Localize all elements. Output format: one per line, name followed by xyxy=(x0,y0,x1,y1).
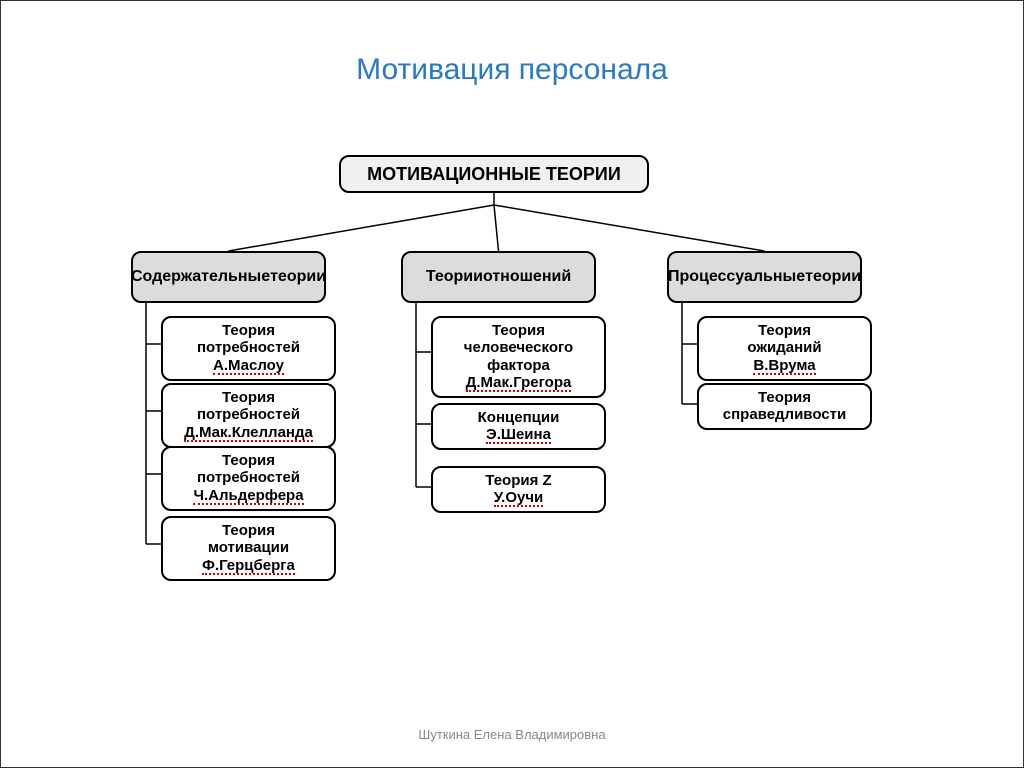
leaf-node: ТеорияпотребностейЧ.Альдерфера xyxy=(161,446,336,511)
root-node: МОТИВАЦИОННЫЕ ТЕОРИИ xyxy=(339,155,649,193)
leaf-node: Теория ZУ.Оучи xyxy=(431,466,606,513)
category-node: Содержательныетеории xyxy=(131,251,326,303)
slide-title: Мотивация персонала xyxy=(1,53,1023,87)
leaf-node: ТеориямотивацииФ.Герцберга xyxy=(161,516,336,581)
leaf-node: КонцепцииЭ.Шеина xyxy=(431,403,606,450)
leaf-node: ТеорияпотребностейД.Мак.Клелланда xyxy=(161,383,336,448)
category-node: Процессуальныетеории xyxy=(667,251,862,303)
category-node: Теорииотношений xyxy=(401,251,596,303)
footer-author: Шуткина Елена Владимировна xyxy=(1,727,1023,742)
leaf-node: ТеориячеловеческогофактораД.Мак.Грегора xyxy=(431,316,606,398)
leaf-node: Теориясправедливости xyxy=(697,383,872,430)
tree-diagram: МОТИВАЦИОННЫЕ ТЕОРИИ Содержательныетеори… xyxy=(1,141,1024,701)
leaf-node: ТеорияпотребностейА.Маслоу xyxy=(161,316,336,381)
leaf-node: ТеорияожиданийВ.Врума xyxy=(697,316,872,381)
